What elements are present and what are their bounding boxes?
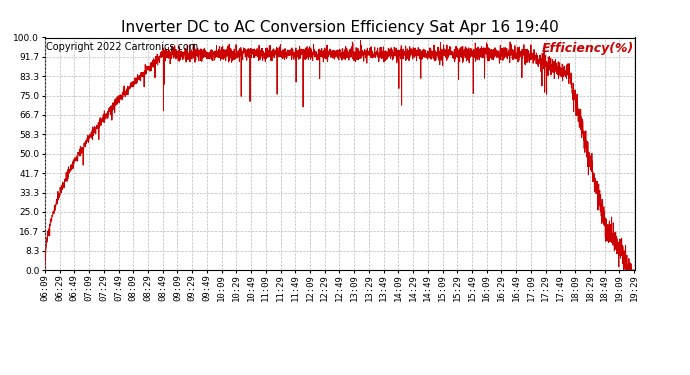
- Title: Inverter DC to AC Conversion Efficiency Sat Apr 16 19:40: Inverter DC to AC Conversion Efficiency …: [121, 20, 559, 35]
- Text: Copyright 2022 Cartronics.com: Copyright 2022 Cartronics.com: [46, 42, 198, 52]
- Text: Efficiency(%): Efficiency(%): [542, 42, 633, 55]
